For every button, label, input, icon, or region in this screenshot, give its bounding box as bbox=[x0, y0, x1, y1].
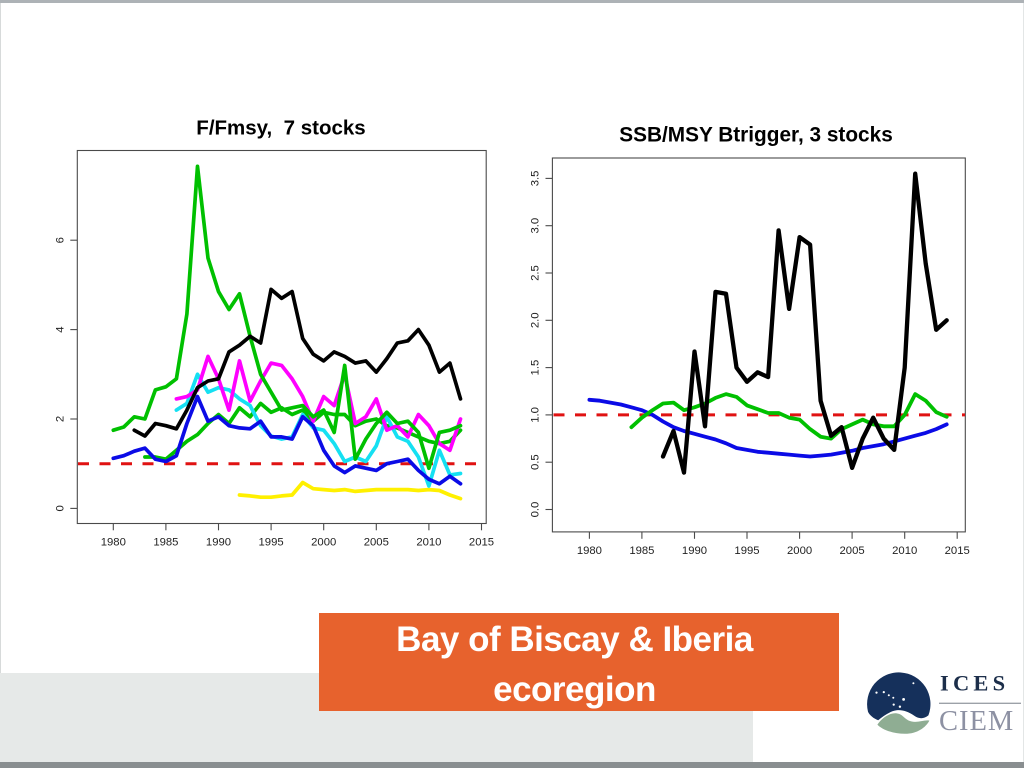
svg-text:2005: 2005 bbox=[364, 537, 389, 549]
svg-text:F/Fmsy, 7 stocks: F/Fmsy, 7 stocks bbox=[196, 117, 365, 140]
svg-text:0: 0 bbox=[55, 505, 67, 511]
svg-text:1990: 1990 bbox=[682, 545, 707, 557]
svg-text:CIEM: CIEM bbox=[939, 706, 1014, 737]
svg-text:2.5: 2.5 bbox=[530, 265, 542, 281]
svg-text:0.0: 0.0 bbox=[530, 502, 542, 518]
svg-text:0.5: 0.5 bbox=[530, 454, 542, 470]
svg-text:1985: 1985 bbox=[153, 537, 178, 549]
svg-text:3.5: 3.5 bbox=[530, 171, 542, 187]
svg-text:SSB/MSY Btrigger, 3 stocks: SSB/MSY Btrigger, 3 stocks bbox=[619, 124, 893, 147]
svg-text:1990: 1990 bbox=[206, 537, 231, 549]
svg-text:2005: 2005 bbox=[840, 545, 865, 557]
svg-text:1.0: 1.0 bbox=[530, 407, 542, 423]
svg-text:2.0: 2.0 bbox=[530, 312, 542, 328]
svg-text:6: 6 bbox=[55, 237, 67, 243]
svg-text:2010: 2010 bbox=[416, 537, 441, 549]
svg-text:1.5: 1.5 bbox=[530, 360, 542, 376]
svg-text:2015: 2015 bbox=[469, 537, 494, 549]
svg-text:1985: 1985 bbox=[629, 545, 654, 557]
svg-text:3.0: 3.0 bbox=[530, 218, 542, 234]
svg-text:2010: 2010 bbox=[892, 545, 917, 557]
svg-text:1995: 1995 bbox=[734, 545, 759, 557]
svg-text:1980: 1980 bbox=[577, 545, 602, 557]
svg-text:2: 2 bbox=[55, 416, 67, 422]
svg-text:4: 4 bbox=[55, 326, 67, 332]
svg-text:1980: 1980 bbox=[101, 537, 126, 549]
svg-text:ICES: ICES bbox=[940, 671, 1009, 696]
svg-text:2000: 2000 bbox=[787, 545, 812, 557]
svg-text:2000: 2000 bbox=[311, 537, 336, 549]
svg-text:1995: 1995 bbox=[259, 537, 284, 549]
svg-text:2015: 2015 bbox=[945, 545, 970, 557]
